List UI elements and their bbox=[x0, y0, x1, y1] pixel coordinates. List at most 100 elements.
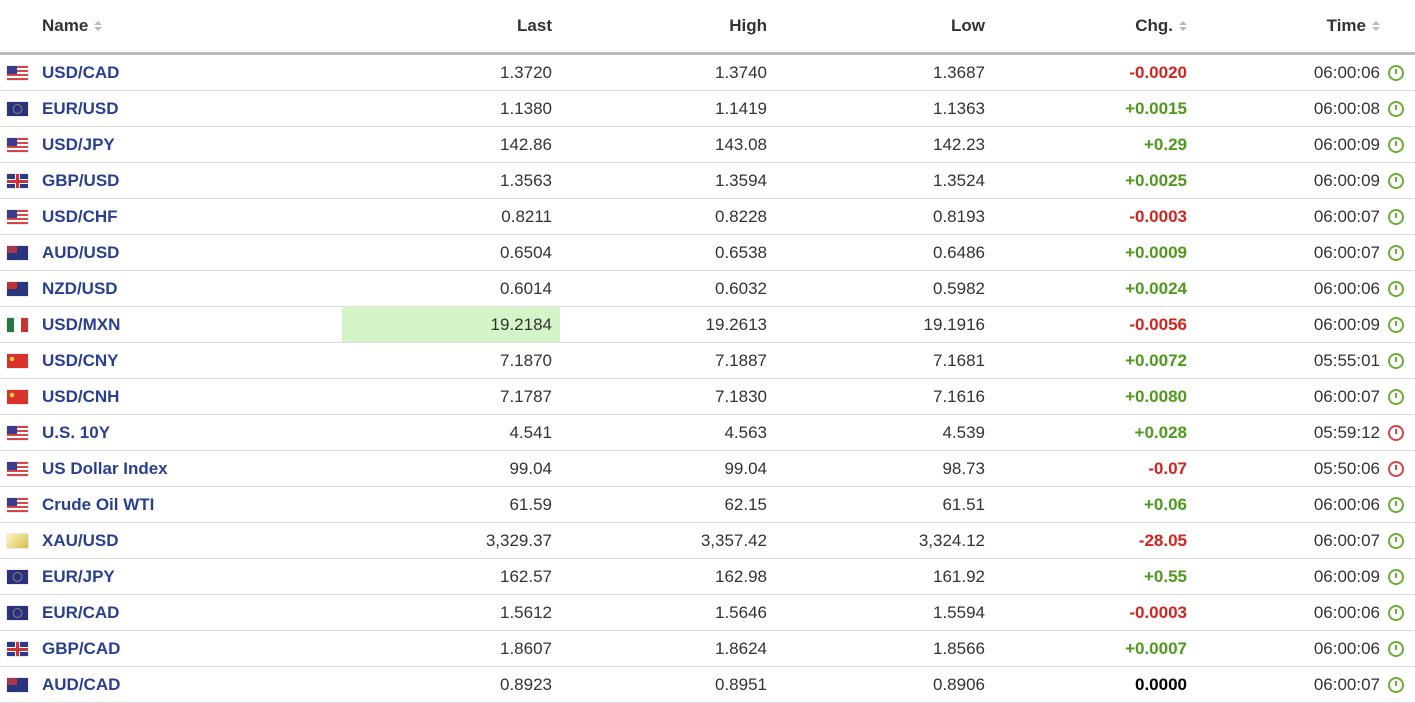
instrument-name-link[interactable]: GBP/USD bbox=[42, 162, 342, 199]
clock-cell bbox=[1388, 198, 1415, 235]
last-cell: 0.8923 bbox=[342, 666, 560, 703]
change-cell: +0.29 bbox=[993, 126, 1195, 163]
low-cell: 1.5594 bbox=[775, 594, 993, 631]
high-cell: 1.1419 bbox=[560, 90, 775, 127]
high-cell: 1.3594 bbox=[560, 162, 775, 199]
flag-cell bbox=[0, 450, 42, 487]
flag-cn-icon bbox=[7, 354, 28, 369]
flag-gb-icon bbox=[7, 642, 28, 657]
low-cell: 98.73 bbox=[775, 450, 993, 487]
instrument-name-link[interactable]: NZD/USD bbox=[42, 270, 342, 307]
instrument-name-link[interactable]: USD/JPY bbox=[42, 126, 342, 163]
clock-icon bbox=[1388, 101, 1404, 118]
clock-icon bbox=[1388, 209, 1404, 226]
low-cell: 19.1916 bbox=[775, 306, 993, 343]
table-row: XAU/USD 3,329.37 3,357.42 3,324.12 -28.0… bbox=[0, 522, 1415, 559]
instrument-name-link[interactable]: XAU/USD bbox=[42, 522, 342, 559]
sort-icon[interactable] bbox=[1372, 21, 1380, 31]
table-row: EUR/CAD 1.5612 1.5646 1.5594 -0.0003 06:… bbox=[0, 594, 1415, 631]
flag-cell bbox=[0, 162, 42, 199]
clock-icon bbox=[1388, 65, 1404, 82]
table-row: AUD/CAD 0.8923 0.8951 0.8906 0.0000 06:0… bbox=[0, 666, 1415, 703]
time-cell: 06:00:08 bbox=[1195, 90, 1388, 127]
time-cell: 06:00:09 bbox=[1195, 126, 1388, 163]
time-cell: 06:00:07 bbox=[1195, 522, 1388, 559]
instrument-name-link[interactable]: AUD/USD bbox=[42, 234, 342, 271]
clock-icon bbox=[1388, 461, 1404, 478]
clock-cell bbox=[1388, 666, 1415, 703]
last-cell: 1.8607 bbox=[342, 630, 560, 667]
instrument-name-link[interactable]: EUR/JPY bbox=[42, 558, 342, 595]
change-cell: -0.07 bbox=[993, 450, 1195, 487]
last-cell: 0.6014 bbox=[342, 270, 560, 307]
instrument-name-link[interactable]: US Dollar Index bbox=[42, 450, 342, 487]
instrument-name-link[interactable]: U.S. 10Y bbox=[42, 414, 342, 451]
flag-mx-icon bbox=[7, 318, 28, 333]
time-cell: 05:50:06 bbox=[1195, 450, 1388, 487]
instrument-name-link[interactable]: AUD/CAD bbox=[42, 666, 342, 703]
instrument-name-link[interactable]: EUR/CAD bbox=[42, 594, 342, 631]
sort-icon[interactable] bbox=[1179, 21, 1187, 31]
change-cell: +0.55 bbox=[993, 558, 1195, 595]
time-cell: 06:00:06 bbox=[1195, 594, 1388, 631]
high-cell: 0.6538 bbox=[560, 234, 775, 271]
instrument-name-link[interactable]: Crude Oil WTI bbox=[42, 486, 342, 523]
table-row: EUR/JPY 162.57 162.98 161.92 +0.55 06:00… bbox=[0, 558, 1415, 595]
flag-cell bbox=[0, 414, 42, 451]
last-cell: 1.5612 bbox=[342, 594, 560, 631]
flag-gb-icon bbox=[7, 174, 28, 189]
flag-us-icon bbox=[7, 498, 28, 513]
change-cell: +0.0080 bbox=[993, 378, 1195, 415]
chg-header[interactable]: Chg. bbox=[993, 0, 1195, 55]
low-cell: 7.1681 bbox=[775, 342, 993, 379]
table-row: USD/CHF 0.8211 0.8228 0.8193 -0.0003 06:… bbox=[0, 198, 1415, 235]
instrument-name-link[interactable]: USD/CAD bbox=[42, 53, 342, 91]
flag-eu-icon bbox=[7, 102, 28, 117]
clock-cell bbox=[1388, 450, 1415, 487]
instrument-name-link[interactable]: USD/MXN bbox=[42, 306, 342, 343]
low-cell: 3,324.12 bbox=[775, 522, 993, 559]
flag-cell bbox=[0, 90, 42, 127]
clock-icon bbox=[1388, 281, 1404, 298]
flag-cell bbox=[0, 270, 42, 307]
clock-cell bbox=[1388, 414, 1415, 451]
time-header[interactable]: Time bbox=[1195, 0, 1388, 55]
table-row: U.S. 10Y 4.541 4.563 4.539 +0.028 05:59:… bbox=[0, 414, 1415, 451]
change-cell: -0.0003 bbox=[993, 594, 1195, 631]
high-cell: 143.08 bbox=[560, 126, 775, 163]
change-cell: -0.0003 bbox=[993, 198, 1195, 235]
change-cell: +0.0025 bbox=[993, 162, 1195, 199]
clock-icon bbox=[1388, 317, 1404, 334]
clock-icon bbox=[1388, 173, 1404, 190]
name-header[interactable]: Name bbox=[42, 0, 342, 55]
time-cell: 06:00:06 bbox=[1195, 53, 1388, 91]
flag-cell bbox=[0, 378, 42, 415]
clock-cell bbox=[1388, 90, 1415, 127]
high-cell: 99.04 bbox=[560, 450, 775, 487]
instrument-name-link[interactable]: USD/CHF bbox=[42, 198, 342, 235]
change-cell: +0.0015 bbox=[993, 90, 1195, 127]
time-cell: 05:59:12 bbox=[1195, 414, 1388, 451]
sort-icon[interactable] bbox=[94, 21, 102, 31]
flag-us-icon bbox=[7, 210, 28, 225]
clock-icon bbox=[1388, 353, 1404, 370]
instrument-name-link[interactable]: GBP/CAD bbox=[42, 630, 342, 667]
table-row: EUR/USD 1.1380 1.1419 1.1363 +0.0015 06:… bbox=[0, 90, 1415, 127]
high-cell: 4.563 bbox=[560, 414, 775, 451]
low-cell: 7.1616 bbox=[775, 378, 993, 415]
change-cell: +0.0009 bbox=[993, 234, 1195, 271]
table-row: USD/JPY 142.86 143.08 142.23 +0.29 06:00… bbox=[0, 126, 1415, 163]
last-cell: 19.2184 bbox=[342, 306, 560, 343]
table-row: GBP/USD 1.3563 1.3594 1.3524 +0.0025 06:… bbox=[0, 162, 1415, 199]
flag-cell bbox=[0, 234, 42, 271]
instrument-name-link[interactable]: EUR/USD bbox=[42, 90, 342, 127]
instrument-name-link[interactable]: USD/CNH bbox=[42, 378, 342, 415]
flag-cell bbox=[0, 306, 42, 343]
clock-icon bbox=[1388, 497, 1404, 514]
flag-us-icon bbox=[7, 462, 28, 477]
high-cell: 162.98 bbox=[560, 558, 775, 595]
high-cell: 19.2613 bbox=[560, 306, 775, 343]
instrument-name-link[interactable]: USD/CNY bbox=[42, 342, 342, 379]
high-cell: 3,357.42 bbox=[560, 522, 775, 559]
time-cell: 06:00:07 bbox=[1195, 198, 1388, 235]
